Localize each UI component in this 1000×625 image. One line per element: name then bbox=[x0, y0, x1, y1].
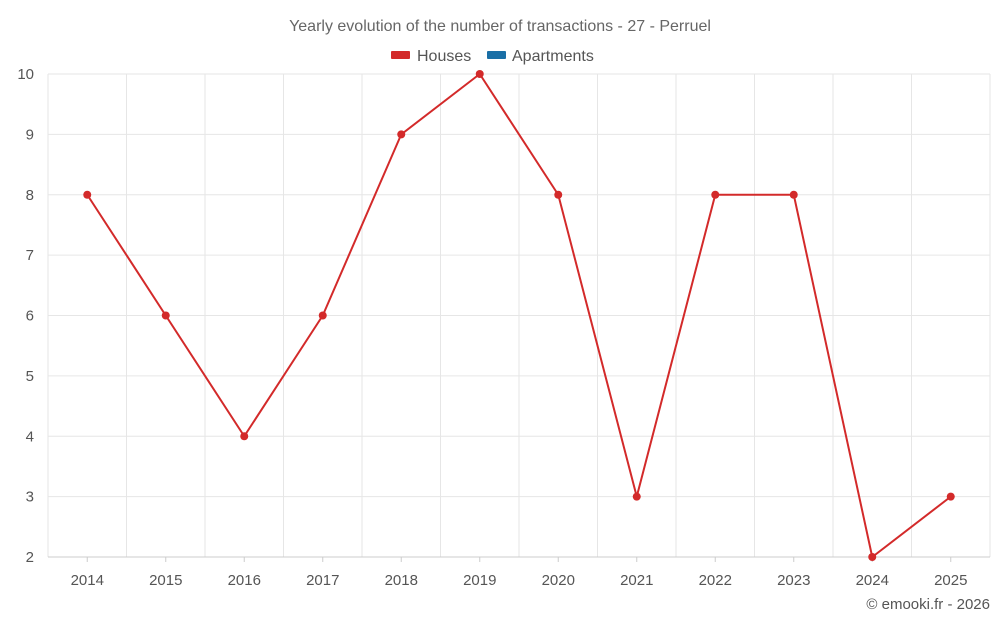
y-tick-label: 9 bbox=[26, 126, 34, 143]
x-tick-label: 2024 bbox=[856, 572, 889, 589]
data-point[interactable] bbox=[789, 190, 798, 199]
x-tick-label: 2023 bbox=[777, 572, 810, 589]
x-tick-label: 2014 bbox=[71, 572, 104, 589]
legend-item-apartments[interactable]: Apartments bbox=[487, 48, 594, 65]
data-point[interactable] bbox=[161, 311, 170, 320]
x-tick-label: 2017 bbox=[306, 572, 339, 589]
x-tick-label: 2021 bbox=[620, 572, 653, 589]
x-tick-label: 2020 bbox=[542, 572, 575, 589]
x-tick-label: 2015 bbox=[149, 572, 182, 589]
x-axis-ticks: 2014 2015 2016 2017 2018 2019 2020 2021 2022 2023… bbox=[71, 572, 968, 589]
x-tick-label: 2018 bbox=[385, 572, 418, 589]
legend-swatch-apartments bbox=[487, 51, 506, 59]
y-tick-label: 6 bbox=[26, 308, 34, 325]
data-point[interactable] bbox=[711, 190, 720, 199]
y-tick-label: 5 bbox=[26, 368, 34, 385]
data-point[interactable] bbox=[240, 432, 249, 441]
x-tick-label: 2022 bbox=[699, 572, 732, 589]
chart-title: Yearly evolution of the number of transa… bbox=[289, 18, 711, 35]
y-tick-label: 3 bbox=[26, 489, 34, 506]
data-point[interactable] bbox=[946, 492, 955, 501]
y-tick-label: 8 bbox=[26, 187, 34, 204]
data-point[interactable] bbox=[397, 130, 406, 139]
data-point[interactable] bbox=[554, 190, 563, 199]
y-tick-label: 2 bbox=[26, 549, 34, 566]
legend: Houses Apartments bbox=[391, 48, 594, 65]
data-point[interactable] bbox=[83, 190, 92, 199]
series-layer bbox=[83, 70, 955, 561]
series-line-houses bbox=[86, 73, 952, 558]
data-point[interactable] bbox=[318, 311, 327, 320]
legend-label-apartments: Apartments bbox=[512, 48, 594, 65]
y-tick-label: 10 bbox=[17, 66, 34, 83]
x-tick-label: 2019 bbox=[463, 572, 496, 589]
axes bbox=[48, 556, 990, 562]
x-tick-label: 2025 bbox=[934, 572, 967, 589]
legend-item-houses[interactable]: Houses bbox=[391, 48, 471, 65]
legend-swatch-houses bbox=[391, 51, 410, 59]
y-axis-ticks: 2 3 4 5 6 7 8 9 10 bbox=[17, 66, 34, 566]
y-tick-label: 4 bbox=[26, 428, 34, 445]
data-point[interactable] bbox=[475, 70, 484, 78]
y-tick-label: 7 bbox=[26, 247, 34, 264]
data-point[interactable] bbox=[868, 553, 877, 561]
x-tick-label: 2016 bbox=[228, 572, 261, 589]
credit-text: © emooki.fr - 2026 bbox=[866, 596, 990, 613]
data-point[interactable] bbox=[632, 492, 641, 501]
legend-label-houses: Houses bbox=[417, 48, 471, 65]
grid bbox=[47, 73, 991, 557]
